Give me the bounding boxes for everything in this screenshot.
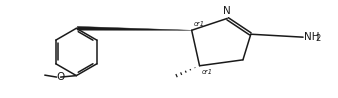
Text: N: N [223, 6, 231, 16]
Text: or1: or1 [201, 69, 213, 75]
Text: O: O [56, 72, 65, 82]
Text: 2: 2 [316, 34, 321, 43]
Text: NH: NH [304, 32, 319, 42]
Polygon shape [77, 26, 192, 30]
Text: or1: or1 [194, 21, 204, 27]
